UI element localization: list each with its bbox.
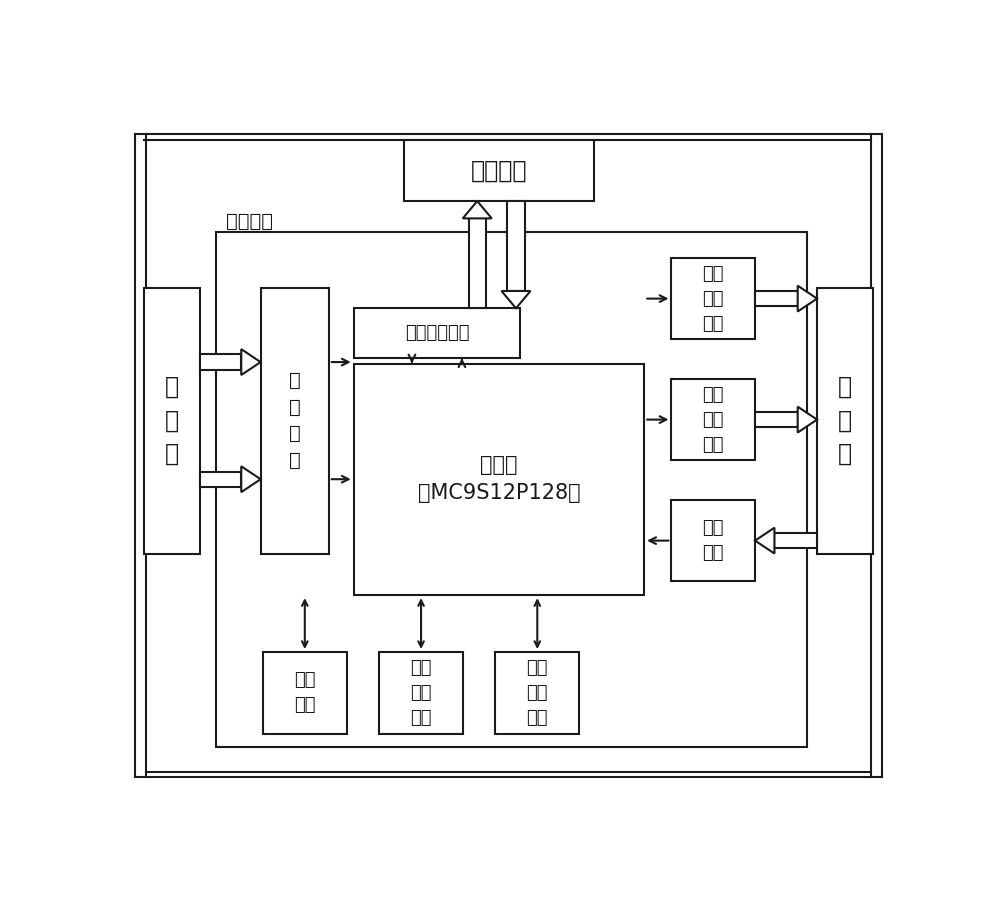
Polygon shape (241, 349, 261, 375)
Text: 反馈
回路: 反馈 回路 (702, 519, 724, 562)
Text: 功率
驱动
电路: 功率 驱动 电路 (702, 265, 724, 332)
Bar (817, 287, 873, 554)
Bar (354, 308, 520, 358)
Text: 执
行
器: 执 行 器 (838, 375, 852, 466)
Polygon shape (501, 291, 530, 308)
Text: 电源
转换
电路: 电源 转换 电路 (410, 659, 432, 726)
Bar (144, 287, 200, 554)
Bar (671, 258, 755, 339)
Text: 复位
电路: 复位 电路 (294, 671, 316, 714)
Polygon shape (241, 466, 261, 492)
Bar (216, 233, 807, 747)
Polygon shape (798, 407, 817, 433)
Text: 低端
驱动
电路: 低端 驱动 电路 (702, 385, 724, 453)
Bar (507, 201, 525, 291)
Bar (469, 218, 486, 308)
Bar (755, 412, 798, 427)
Bar (671, 379, 755, 461)
Text: 传
感
器: 传 感 器 (165, 375, 179, 466)
Text: 通讯系统: 通讯系统 (471, 159, 527, 182)
Text: 通讯接口电路: 通讯接口电路 (405, 324, 469, 342)
Bar (354, 364, 644, 595)
Bar (200, 471, 241, 487)
Polygon shape (755, 528, 774, 553)
Polygon shape (798, 286, 817, 312)
Bar (774, 533, 817, 548)
Bar (200, 355, 241, 370)
Text: 滤
波
电
路: 滤 波 电 路 (289, 372, 301, 470)
Bar (379, 652, 463, 734)
Bar (671, 500, 755, 581)
Bar (404, 140, 594, 201)
Bar (495, 652, 579, 734)
Bar (261, 287, 329, 554)
Text: 控制单元: 控制单元 (226, 212, 273, 231)
Text: 主芯片
（MC9S12P128）: 主芯片 （MC9S12P128） (418, 455, 580, 504)
Bar (755, 291, 798, 306)
Polygon shape (463, 201, 492, 218)
Bar (263, 652, 347, 734)
Text: 电源
监控
电路: 电源 监控 电路 (527, 659, 548, 726)
